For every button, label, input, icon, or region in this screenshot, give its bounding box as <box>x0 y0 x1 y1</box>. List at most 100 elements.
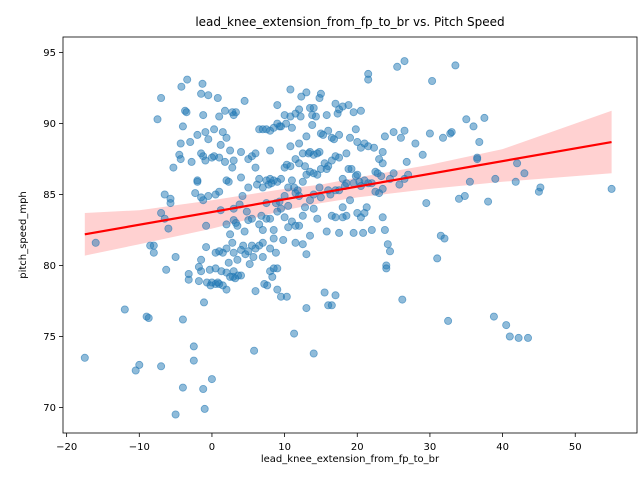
scatter-point <box>344 101 353 110</box>
scatter-point <box>342 179 351 188</box>
scatter-point <box>460 191 469 200</box>
scatter-point <box>400 126 409 135</box>
scatter-point <box>249 252 258 261</box>
scatter-point <box>233 255 242 264</box>
scatter-point <box>276 204 285 213</box>
scatter-point <box>315 147 324 156</box>
scatter-point <box>380 225 389 234</box>
scatter-point <box>322 111 331 120</box>
scatter-point <box>338 203 347 212</box>
scatter-point <box>266 214 275 223</box>
scatter-point <box>502 321 511 330</box>
scatter-point <box>236 271 245 280</box>
scatter-point <box>298 240 307 249</box>
scatter-point <box>290 329 299 338</box>
scatter-point <box>245 260 254 269</box>
scatter-point <box>511 177 520 186</box>
scatter-point <box>199 384 208 393</box>
scatter-point <box>279 235 288 244</box>
scatter-point <box>197 255 206 264</box>
scatter-point <box>440 234 449 243</box>
scatter-point <box>286 142 295 151</box>
scatter-point <box>91 238 100 247</box>
scatter-point <box>359 228 368 237</box>
scatter-point <box>311 112 320 121</box>
scatter-point <box>153 115 162 124</box>
scatter-point <box>473 153 482 162</box>
scatter-point <box>244 183 253 192</box>
scatter-point <box>131 366 140 375</box>
scatter-point <box>271 248 280 257</box>
scatter-point <box>268 272 277 281</box>
scatter-point <box>202 221 211 230</box>
scatter-point <box>369 143 378 152</box>
scatter-point <box>313 170 322 179</box>
scatter-point <box>302 132 311 141</box>
scatter-point <box>193 130 202 139</box>
scatter-point <box>331 99 340 108</box>
scatter-point <box>400 57 409 66</box>
scatter-point <box>296 112 305 121</box>
scatter-point <box>302 88 311 97</box>
scatter-point <box>291 238 300 247</box>
x-tick-label: −20 <box>56 442 77 453</box>
scatter-point <box>319 130 328 139</box>
scatter-point <box>204 135 213 144</box>
scatter-point <box>520 169 529 178</box>
scatter-point <box>342 211 351 220</box>
scatter-point <box>222 285 231 294</box>
scatter-point <box>313 214 322 223</box>
scatter-point <box>335 130 344 139</box>
scatter-point <box>269 225 278 234</box>
scatter-point <box>215 112 224 121</box>
scatter-point <box>489 312 498 321</box>
scatter-point <box>327 301 336 310</box>
scatter-point <box>345 133 354 142</box>
regression-line <box>84 140 612 236</box>
scatter-point <box>475 137 484 146</box>
scatter-point <box>280 213 289 222</box>
scatter-point <box>239 241 248 250</box>
scatter-point <box>169 163 178 172</box>
scatter-point <box>389 128 398 137</box>
scatter-point <box>349 108 358 117</box>
x-tick-label: 20 <box>351 442 364 453</box>
scatter-point <box>298 211 307 220</box>
scatter-point <box>335 153 344 162</box>
scatter-point <box>157 94 166 103</box>
scatter-point <box>324 126 333 135</box>
scatter-point <box>199 298 208 307</box>
scatter-point <box>331 213 340 222</box>
scatter-point <box>411 139 420 148</box>
scatter-point <box>322 227 331 236</box>
scatter-point <box>302 304 311 313</box>
scatter-point <box>331 291 340 300</box>
scatter-point <box>329 135 338 144</box>
scatter-point <box>160 190 169 199</box>
scatter-point <box>176 139 185 148</box>
scatter-point <box>398 295 407 304</box>
scatter-point <box>353 170 362 179</box>
scatter-point <box>309 104 318 113</box>
scatter-point <box>215 153 224 162</box>
scatter-point <box>178 383 187 392</box>
scatter-point <box>193 177 202 186</box>
scatter-point <box>342 149 351 158</box>
scatter-point <box>298 177 307 186</box>
scatter-point <box>377 172 386 181</box>
scatter-point <box>266 244 275 253</box>
scatter-point <box>236 173 245 182</box>
scatter-point <box>226 146 235 155</box>
scatter-point <box>284 201 293 210</box>
scatter-point <box>144 313 153 322</box>
scatter-point <box>383 240 392 249</box>
y-tick-label: 90 <box>43 119 56 130</box>
scatter-point <box>395 180 404 189</box>
scatter-point <box>199 111 208 120</box>
scatter-point <box>300 203 309 212</box>
scatter-point <box>367 225 376 234</box>
scatter-point <box>273 101 282 110</box>
scatter-point <box>157 208 166 217</box>
scatter-point <box>378 213 387 222</box>
scatter-point <box>287 123 296 132</box>
